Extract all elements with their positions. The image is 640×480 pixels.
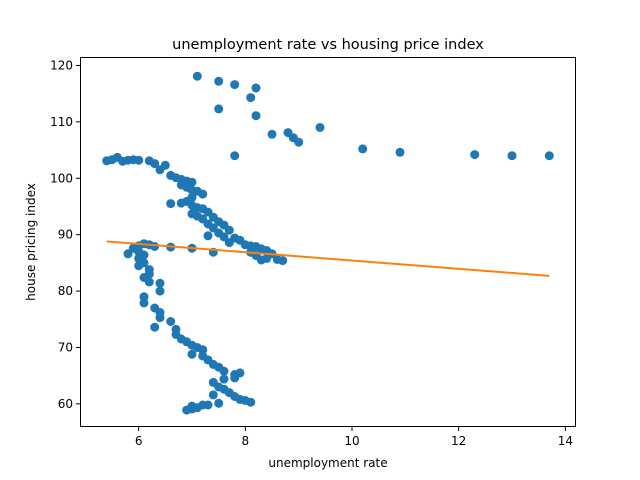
data-point-1: [214, 76, 224, 86]
data-point-91: [144, 277, 154, 287]
data-point-126: [246, 397, 256, 407]
data-point-83: [123, 249, 133, 259]
y-tick-label: 80: [58, 284, 73, 298]
data-point-122: [208, 390, 218, 400]
data-point-108: [187, 349, 197, 359]
data-point-133: [203, 400, 213, 410]
data-point-113: [219, 366, 229, 376]
data-point-14: [470, 150, 480, 160]
data-point-15: [507, 151, 517, 161]
chart-title: unemployment rate vs housing price index: [172, 37, 484, 53]
data-point-55: [224, 225, 234, 235]
data-point-26: [150, 159, 160, 169]
y-tick-label: 60: [58, 397, 73, 411]
data-point-12: [358, 144, 368, 154]
data-point-99: [166, 317, 176, 326]
plot-area-frame: [80, 57, 576, 427]
data-point-98: [155, 313, 165, 323]
data-point-0: [192, 71, 202, 81]
data-point-16: [544, 151, 554, 161]
data-point-17: [230, 151, 240, 161]
data-point-87: [134, 261, 144, 271]
data-point-58: [219, 232, 229, 242]
fit-line: [106, 240, 550, 277]
data-point-127: [214, 398, 224, 408]
data-point-79: [150, 242, 160, 251]
data-point-7: [315, 123, 325, 132]
data-point-116: [230, 373, 240, 383]
data-point-92: [155, 278, 165, 288]
scatter-points: [102, 71, 554, 415]
x-axis: 6 8 10 12 14: [135, 427, 573, 448]
data-point-6: [251, 111, 261, 121]
data-point-38: [198, 189, 208, 199]
data-point-132: [192, 403, 202, 413]
x-tick-label: 14: [558, 434, 573, 448]
y-tick-label: 110: [50, 115, 73, 129]
y-tick-label: 90: [58, 228, 73, 242]
data-point-5: [214, 104, 224, 114]
data-point-13: [395, 147, 405, 157]
data-point-61: [224, 238, 234, 248]
y-tick-label: 70: [58, 340, 73, 354]
data-point-93: [155, 286, 165, 296]
data-point-117: [219, 374, 229, 384]
data-point-40: [166, 199, 176, 209]
y-tick-label: 120: [50, 58, 73, 72]
data-point-57: [203, 231, 213, 241]
data-point-3: [251, 83, 261, 93]
data-point-24: [134, 155, 144, 165]
x-axis-label: unemployment rate: [268, 456, 387, 470]
data-point-4: [246, 93, 256, 103]
data-point-100: [150, 322, 160, 332]
data-point-94: [139, 292, 149, 302]
data-point-11: [294, 137, 304, 147]
data-point-9: [267, 129, 277, 139]
x-tick-label: 8: [242, 434, 250, 448]
y-axis: 60 70 80 90 100 110 120: [50, 58, 80, 411]
y-axis-label: house pricing index: [24, 183, 38, 301]
data-point-107: [198, 345, 208, 355]
data-point-2: [230, 80, 240, 90]
x-tick-label: 6: [135, 434, 143, 448]
data-point-73: [256, 255, 266, 265]
regression-line: [106, 240, 550, 277]
x-tick-label: 12: [451, 434, 466, 448]
x-tick-label: 10: [344, 434, 359, 448]
data-point-72: [278, 256, 288, 266]
y-tick-label: 100: [50, 171, 73, 185]
data-point-95: [139, 298, 149, 308]
data-point-28: [155, 165, 165, 175]
